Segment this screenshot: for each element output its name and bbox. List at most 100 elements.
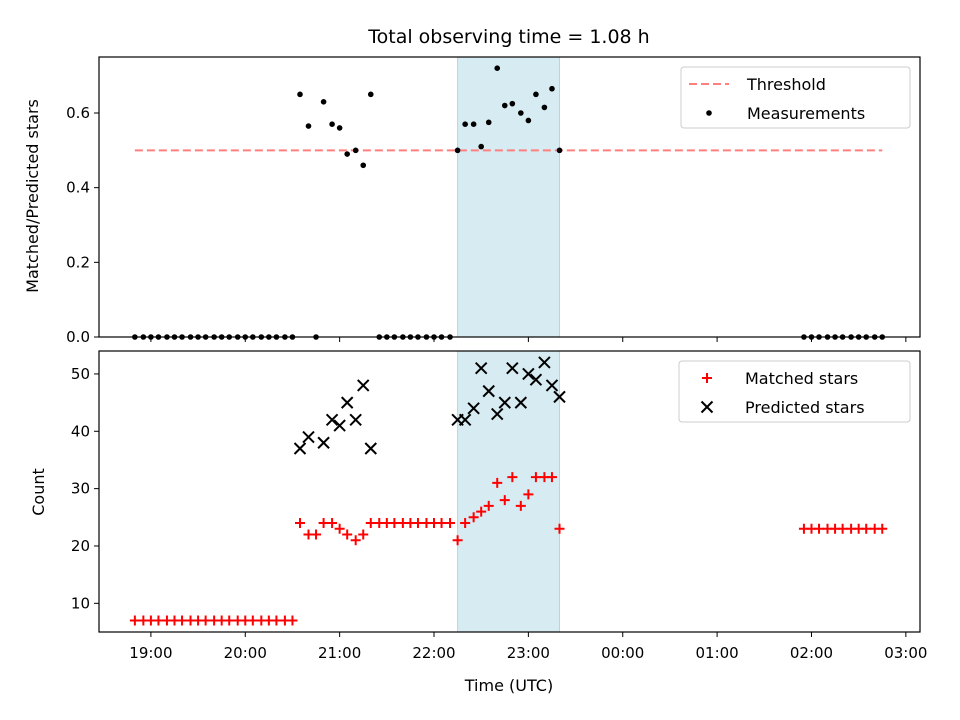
observing-window-span [457,350,561,633]
matched-star-point [412,518,423,529]
measurement-point [556,147,563,154]
measurement-point [329,121,335,127]
legend-matched-swatch [702,373,712,383]
measurement-point [462,121,468,127]
predicted-star-point [340,396,354,409]
legend-label: Predicted stars [745,398,865,417]
predicted-star-point [522,367,535,381]
predicted-star-point [498,396,511,409]
x-tick-label: 22:00 [412,644,455,662]
matched-star-point [452,535,463,546]
measurement-point [336,125,343,131]
matched-star-point [507,472,518,483]
y-tick-label: 0.0 [66,328,90,346]
x-axis-label: Time (UTC) [464,676,553,695]
matched-star-point [129,615,140,626]
matched-star-point [247,615,258,626]
matched-star-point [445,518,456,529]
measurement-point [470,121,477,127]
matched-star-point [334,523,345,534]
x-tick-label: 21:00 [318,644,361,662]
matched-star-point [224,615,235,626]
measurement-point [509,100,516,107]
predicted-star-point [349,413,362,427]
legend-label: Threshold [746,75,826,94]
legend-box [678,360,911,423]
predicted-star-point [506,361,519,375]
predicted-star-point [302,430,315,444]
matched-star-point [327,518,338,529]
matched-star-point [318,518,329,529]
measurement-point [352,147,359,154]
matched-star-point [546,472,557,483]
y-tick-label: 0.4 [66,179,90,197]
measurement-point [525,117,532,124]
legend-predicted-swatch [700,400,714,414]
ratio-panel: 0.0 0.2 0.4 0.6 Threshold Measurements [66,56,921,346]
axes-frame [98,56,921,338]
measurement-point [367,91,374,98]
x-tick-label: 02:00 [790,644,833,662]
predicted-star-point [458,413,472,427]
predicted-star-point [491,407,504,421]
matched-star-point [358,529,369,540]
matched-star-point [153,615,164,626]
measurement-point [518,110,524,116]
predicted-star-point [357,379,370,392]
matched-star-point [483,500,494,511]
measurement-point [549,85,555,92]
matched-star-point [177,615,188,626]
x-tick-label: 19:00 [129,644,172,662]
y-tick-label: 20 [71,537,90,555]
matched-star-point [311,529,322,540]
predicted-star-point [545,379,559,392]
legend-label: Matched stars [745,369,858,388]
measurement-point [320,99,327,105]
matched-star-point [468,512,479,523]
matched-star-point [554,523,565,534]
predicted-star-point [293,442,307,455]
matched-star-point [515,500,526,511]
matched-star-point [523,489,534,500]
matched-star-point [492,477,503,488]
x-tick-label: 00:00 [601,644,644,662]
x-tick-label: 20:00 [224,644,267,662]
chart-title: Total observing time = 1.08 h [367,26,649,48]
count-panel: 10 20 30 40 50 19:00 20:00 21:00 22:00 23:00 00:00… [71,350,927,662]
x-tick-label: 03:00 [884,644,927,662]
matched-star-point [530,472,541,483]
predicted-star-point [482,384,495,398]
matched-star-point [365,518,376,529]
measurement-point [541,104,548,111]
matched-star-point [499,495,510,506]
observing-window-span [457,56,561,338]
y-tick-label: 0.2 [66,253,90,271]
predicted-star-point [553,390,566,404]
measurement-point [478,143,484,150]
y-tick-label: 10 [71,594,90,612]
y-tick-label: 0.6 [66,104,90,122]
measurement-point [485,119,492,126]
matched-star-point [460,518,471,529]
axes-frame [98,350,921,633]
matched-star-point [436,518,447,529]
measurement-point [494,65,501,71]
matched-star-point [295,518,306,529]
matched-star-point [342,529,353,540]
matched-star-point [287,615,298,626]
measurement-point [501,102,508,109]
predicted-star-point [529,373,543,386]
matched-star-point [837,523,848,534]
predicted-star-point [538,356,551,369]
measurement-point [454,147,461,154]
y-axis-label-bottom: Count [29,468,48,516]
y-axis-label-top: Matched/Predicted stars [23,99,42,293]
predicted-star-point [325,413,339,427]
matched-star-point [476,506,487,517]
legend-label: Measurements [747,104,865,123]
legend-measurement-swatch [706,110,712,116]
x-tick-label: 23:00 [507,644,550,662]
measurement-point [533,91,539,98]
predicted-star-point [317,436,330,449]
